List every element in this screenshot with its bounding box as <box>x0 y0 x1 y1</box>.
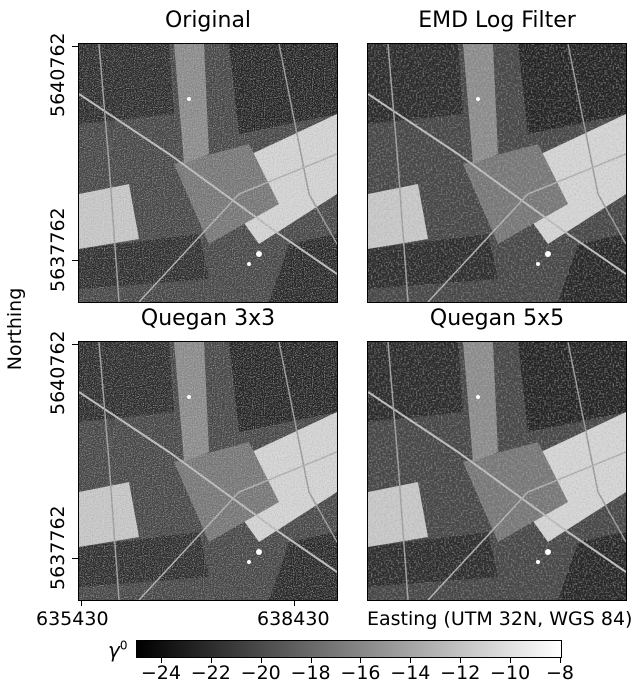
panel-title-emd-log-filter: EMD Log Filter <box>418 8 576 33</box>
sar-image-quegan-5x5 <box>368 342 626 600</box>
sar-image-quegan-3x3 <box>79 342 337 600</box>
panel-title-original: Original <box>164 8 252 33</box>
ytick-mark <box>72 344 78 345</box>
image-panel-emd-log-filter <box>367 43 627 303</box>
ytick-mark <box>72 46 78 47</box>
xtick-label-1: 635430 <box>36 608 109 630</box>
image-panel-quegan-3x3 <box>78 341 338 601</box>
ytick-label-bottom-2: 5637762 <box>47 505 69 590</box>
colorbar-tick-label: −14 <box>390 662 431 684</box>
colorbar-tick-mark <box>260 657 262 663</box>
colorbar-tick-mark <box>210 657 212 663</box>
sar-image-emd-log-filter <box>368 44 626 302</box>
ytick-label-bottom-1: 5640762 <box>47 330 69 415</box>
colorbar-tick-label: −22 <box>190 662 231 684</box>
colorbar-tick-label: −24 <box>140 662 181 684</box>
x-axis-label: Easting (UTM 32N, WGS 84) <box>367 608 633 630</box>
colorbar-tick-label: −10 <box>490 662 531 684</box>
colorbar-tick-label: −8 <box>545 662 575 684</box>
image-panel-quegan-5x5 <box>367 341 627 601</box>
xtick-mark <box>81 600 82 606</box>
colorbar-tick-mark <box>460 657 462 663</box>
colorbar-label-superscript: 0 <box>119 638 128 653</box>
ytick-mark <box>72 558 78 559</box>
colorbar <box>136 640 562 658</box>
ytick-label-top-1: 5640762 <box>47 32 69 117</box>
ytick-mark <box>72 260 78 261</box>
panel-title-quegan-3x3: Quegan 3x3 <box>140 306 276 331</box>
colorbar-tick-mark <box>310 657 312 663</box>
sar-image-original <box>79 44 337 302</box>
colorbar-tick-label: −20 <box>240 662 281 684</box>
colorbar-label-symbol: γ <box>108 638 120 662</box>
ytick-label-top-2: 5637762 <box>47 207 69 292</box>
colorbar-tick-label: −12 <box>440 662 481 684</box>
y-axis-label: Northing <box>4 287 26 371</box>
image-panel-original <box>78 43 338 303</box>
colorbar-tick-mark <box>560 657 561 663</box>
colorbar-tick-label: −16 <box>340 662 381 684</box>
colorbar-label: γ0 <box>108 638 127 662</box>
colorbar-tick-label: −18 <box>290 662 331 684</box>
colorbar-tick-mark <box>510 657 512 663</box>
panel-title-quegan-5x5: Quegan 5x5 <box>429 306 565 331</box>
colorbar-tick-mark <box>160 657 162 663</box>
xtick-label-2: 638430 <box>257 608 330 630</box>
colorbar-tick-mark <box>360 657 362 663</box>
colorbar-tick-mark <box>410 657 412 663</box>
xtick-mark <box>294 600 295 606</box>
